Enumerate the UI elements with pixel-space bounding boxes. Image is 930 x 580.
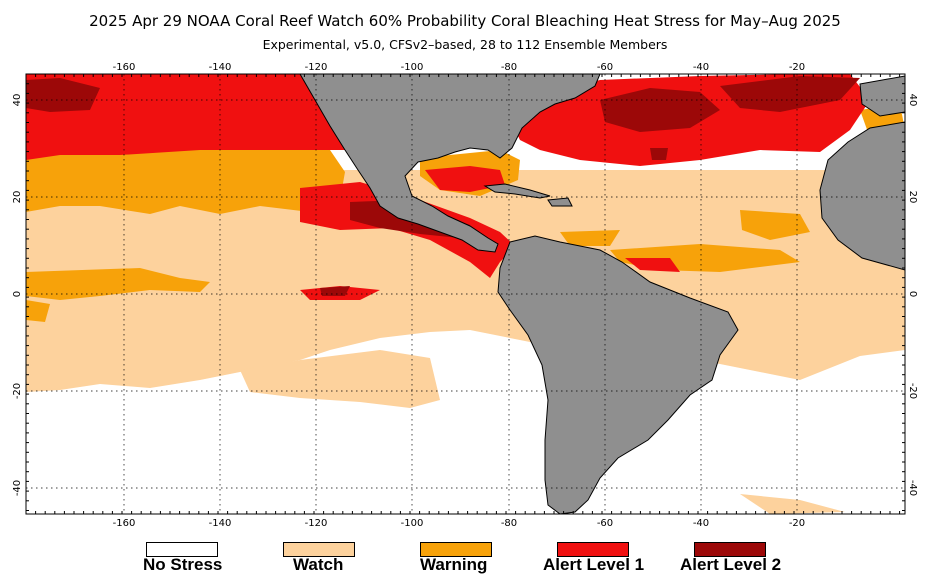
lon-label: -120: [305, 62, 328, 73]
lat-label: 40: [907, 94, 918, 107]
land-masses: [299, 74, 905, 514]
lat-label: -40: [12, 480, 23, 496]
lat-label: -20: [12, 383, 23, 399]
lat-label: 0: [12, 291, 23, 297]
legend-swatch: [557, 542, 629, 557]
lon-labels-top: -160 -140 -120 -100 -80 -60 -40 -20: [113, 62, 806, 73]
frame-ticks: [25, 73, 905, 514]
lat-label: -20: [907, 383, 918, 399]
legend-label: No Stress: [143, 555, 223, 574]
lon-label: -140: [209, 518, 232, 529]
lon-label: -140: [209, 62, 232, 73]
lon-label: -80: [501, 62, 517, 73]
lat-label: 0: [907, 291, 918, 297]
legend-label: Alert Level 2: [680, 555, 782, 574]
legend: No Stress Watch Warning Alert Level 1 Al…: [0, 541, 930, 580]
map-layers: [26, 74, 905, 514]
lon-label: -100: [401, 518, 424, 529]
legend-label: Alert Level 1: [543, 555, 645, 574]
lat-label: 20: [907, 191, 918, 204]
map-frame: [25, 73, 906, 515]
graticule: [26, 74, 905, 514]
lon-label: -20: [789, 62, 805, 73]
iberia-land: [859, 75, 905, 117]
lon-label: -80: [501, 518, 517, 529]
legend-swatch: [146, 542, 218, 557]
lon-label: -40: [693, 518, 709, 529]
north-america-land: [299, 74, 601, 253]
africa-land: [819, 121, 905, 271]
lon-label: -60: [597, 62, 613, 73]
lon-label: -160: [113, 62, 136, 73]
lon-label: -120: [305, 518, 328, 529]
lat-label: 40: [12, 94, 23, 107]
hispaniola-island: [547, 197, 573, 207]
lon-label: -20: [789, 518, 805, 529]
map-title: 2025 Apr 29 NOAA Coral Reef Watch 60% Pr…: [89, 12, 841, 30]
lon-label: -100: [401, 62, 424, 73]
legend-swatch: [420, 542, 492, 557]
legend-label: Watch: [293, 555, 344, 574]
warning-zones: [26, 104, 905, 322]
lat-label: -40: [907, 480, 918, 496]
lat-labels-left: 40 20 0 -20 -40: [12, 94, 23, 497]
lon-label: -40: [693, 62, 709, 73]
heat-stress-map: -160 -140 -120 -100 -80 -60 -40 -20 -160…: [12, 62, 918, 529]
lon-label: -60: [597, 518, 613, 529]
legend-swatch: [283, 542, 355, 557]
map-subtitle: Experimental, v5.0, CFSv2–based, 28 to 1…: [262, 37, 668, 52]
lat-label: 20: [12, 191, 23, 204]
lat-labels-right: 40 20 0 -20 -40: [907, 94, 918, 497]
lon-labels-bottom: -160 -140 -120 -100 -80 -60 -40 -20: [113, 518, 806, 529]
legend-label: Warning: [420, 555, 488, 574]
south-america-land: [497, 235, 739, 514]
lon-label: -160: [113, 518, 136, 529]
legend-swatch: [694, 542, 766, 557]
